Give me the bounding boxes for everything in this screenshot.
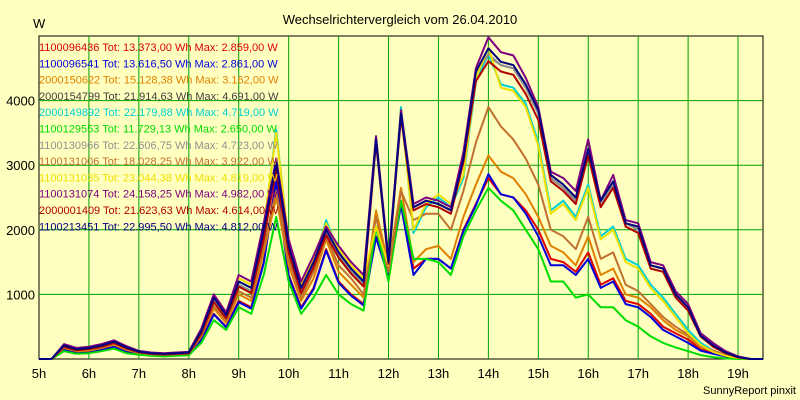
legend-entry-12: 1100213451 Tot: 22.995,50 Wh Max: 4.812,… xyxy=(39,221,278,233)
plot-area: 5h 6h 7h 8h 9h 10h 11h 12h 13h 14h 15h 16h 17h 18h 19h… xyxy=(6,35,764,381)
x-tick-label: 15h xyxy=(527,366,549,381)
legend-entry-8: 1100131006 Tot: 18.028,25 Wh Max: 3.922,… xyxy=(39,156,278,168)
legend-entry-2: 1100096541 Tot: 13.616,50 Wh Max: 2.861,… xyxy=(39,58,278,70)
legend-entry-11: 2000001409 Tot: 21.623,63 Wh Max: 4.614,… xyxy=(39,205,279,217)
x-tick-label: 19h xyxy=(727,366,749,381)
x-tick-label: 7h xyxy=(132,366,146,381)
x-tick-label: 16h xyxy=(577,366,599,381)
x-tick-label: 9h xyxy=(231,366,245,381)
x-tick-label: 5h xyxy=(32,366,46,381)
credit-label: SunnyReport pinxit xyxy=(703,385,796,397)
legend-entry-4: 2000154799 Tot: 21.914,63 Wh Max: 4.691,… xyxy=(39,91,279,103)
legend-entry-5: 2000149892 Tot: 22.179,88 Wh Max: 4.719,… xyxy=(39,107,279,119)
y-axis-unit: W xyxy=(33,16,46,31)
legend-entry-6: 1100129553 Tot: 11.729,13 Wh Max: 2.650,… xyxy=(39,124,278,136)
legend-entry-9: 1100131035 Tot: 23.044,38 Wh Max: 4.819,… xyxy=(39,172,278,184)
legend-entry-7: 1100130966 Tot: 22.606,75 Wh Max: 4.723,… xyxy=(39,140,278,152)
series-line-6 xyxy=(39,186,763,360)
x-tick-label: 10h xyxy=(278,366,300,381)
x-tick-label: 17h xyxy=(627,366,649,381)
series-line-12 xyxy=(39,47,763,360)
y-tick-label: 2000 xyxy=(6,223,35,238)
x-tick-label: 8h xyxy=(182,366,196,381)
legend-entry-3: 2000150622 Tot: 15.128,38 Wh Max: 3.162,… xyxy=(39,75,279,87)
x-tick-label: 12h xyxy=(378,366,400,381)
x-tick-label: 18h xyxy=(677,366,699,381)
x-tick-label: 6h xyxy=(82,366,96,381)
chart-title: Wechselrichtervergleich vom 26.04.2010 xyxy=(283,12,518,27)
legend-entry-10: 1100131074 Tot: 24.158,25 Wh Max: 4.982,… xyxy=(39,189,278,201)
x-tick-label: 13h xyxy=(428,366,450,381)
y-tick-label: 3000 xyxy=(6,158,35,173)
x-tick-label: 11h xyxy=(328,366,349,381)
y-tick-label: 1000 xyxy=(6,287,35,302)
y-tick-label: 4000 xyxy=(6,94,35,109)
series-line-3 xyxy=(39,154,763,360)
plot-frame xyxy=(38,35,764,360)
x-tick-label: 14h xyxy=(478,366,500,381)
legend-entry-1: 1100096436 Tot: 13.373,00 Wh Max: 2.859,… xyxy=(39,42,278,54)
